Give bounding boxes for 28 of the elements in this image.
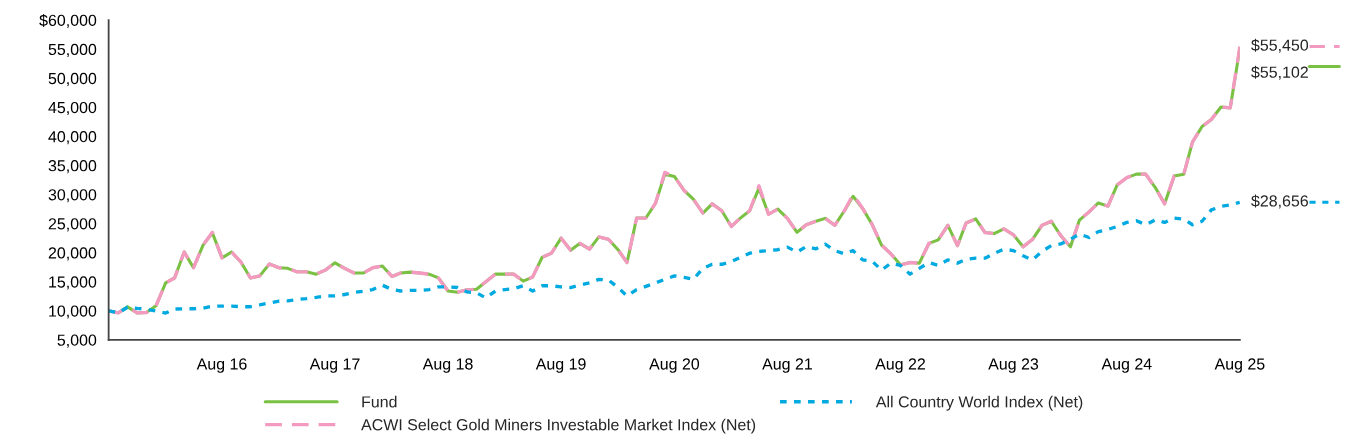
x-tick-label: Aug 19 xyxy=(535,358,586,373)
x-tick-label: Aug 20 xyxy=(649,358,700,373)
y-tick-label: 40,000 xyxy=(48,130,97,145)
annotation: $55,102 xyxy=(1251,65,1308,80)
legend-label: All Country World Index (Net) xyxy=(875,395,1083,411)
x-tick-label: Aug 25 xyxy=(1214,358,1265,373)
y-tick-label: 35,000 xyxy=(48,160,97,174)
x-tick-label: Aug 18 xyxy=(422,358,473,373)
y-tick-label: $60,000 xyxy=(39,14,97,28)
x-tick-label: Aug 23 xyxy=(988,358,1039,373)
legend-label: ACWI Select Gold Miners Investable Market Index (Net) xyxy=(361,418,756,434)
y-tick-label: 30,000 xyxy=(48,189,97,203)
x-tick-label: Aug 16 xyxy=(196,358,247,373)
legend-label: Fund xyxy=(362,395,397,408)
y-tick-label: 15,000 xyxy=(49,276,97,290)
y-tick-label: 20,000 xyxy=(48,247,97,261)
annotation: $55,450 xyxy=(1251,38,1309,53)
x-tick-label: Aug 22 xyxy=(875,358,925,373)
y-tick-label: 5,000 xyxy=(57,334,97,348)
y-tick-label: 10,000 xyxy=(49,305,97,319)
annotation: $28,656 xyxy=(1251,194,1308,209)
x-tick-label: Aug 17 xyxy=(309,358,360,373)
y-tick-label: 25,000 xyxy=(48,218,97,232)
y-tick-label: 55,000 xyxy=(48,43,97,57)
y-tick-label: 50,000 xyxy=(48,72,97,87)
x-tick-label: Aug 21 xyxy=(762,358,812,373)
y-tick-label: 45,000 xyxy=(48,101,97,116)
x-tick-label: Aug 24 xyxy=(1101,358,1152,373)
